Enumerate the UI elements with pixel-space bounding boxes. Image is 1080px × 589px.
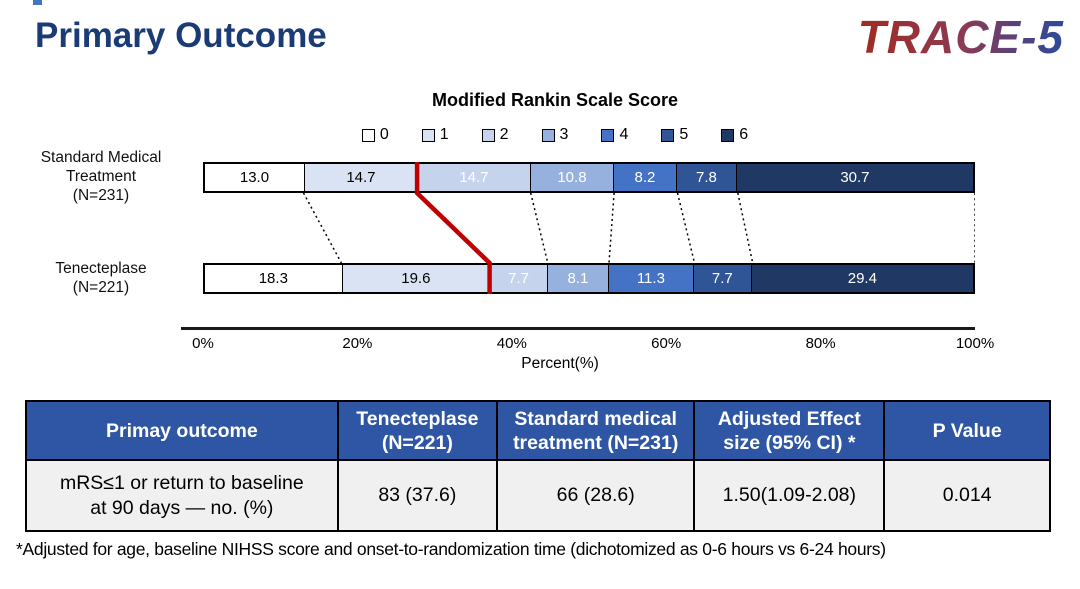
table-cell: 66 (28.6) <box>496 461 694 530</box>
legend-label: 4 <box>619 126 629 143</box>
bar-segment-mrs5: 7.7 <box>693 265 752 292</box>
legend-swatch-icon <box>421 128 435 142</box>
legend-label: 2 <box>499 126 509 143</box>
x-axis-title: Percent(%) <box>521 355 599 372</box>
legend-label: 1 <box>439 126 449 143</box>
bar-segment-mrs2: 7.7 <box>490 265 548 292</box>
table-cell: 83 (37.6) <box>336 461 497 530</box>
table-header-cell: Adjusted Effect size (95% CI) * <box>693 402 884 459</box>
legend-swatch-icon <box>481 128 495 142</box>
x-tick-label: 20% <box>342 335 373 352</box>
bar-segment-mrs1: 19.6 <box>342 265 491 292</box>
page-title: Primary Outcome <box>35 16 327 55</box>
legend-item: 1 <box>421 126 449 144</box>
table-body-row: mRS≤1 or return to baseline at 90 days —… <box>27 459 1049 530</box>
chart-title: Modified Rankin Scale Score <box>431 90 679 110</box>
outcome-table: Primay outcome Tenecteplase (N=221) Standa… <box>25 400 1051 532</box>
x-tick-label: 0% <box>192 335 214 352</box>
chart-legend: 0 1 2 3 4 5 6 <box>30 126 1080 144</box>
bar-row-label: Standard Medical Treatment (N=231) <box>40 149 162 204</box>
bar-segment-mrs4: 11.3 <box>608 265 694 292</box>
stacked-bar: 18.3 19.6 7.7 8.1 11.3 7.7 29.4 <box>203 263 975 294</box>
bar-segment-mrs5: 7.8 <box>676 164 737 191</box>
top-accent-mark <box>33 0 42 5</box>
legend-label: 6 <box>739 126 749 143</box>
legend-item: 5 <box>661 126 688 144</box>
bar-segment-mrs3: 10.8 <box>530 164 614 191</box>
table-header-cell: P Value <box>883 402 1049 459</box>
table-header-cell: Tenecteplase (N=221) <box>336 402 497 459</box>
bar-segment-mrs0: 18.3 <box>205 265 343 292</box>
table-header-cell: Primay outcome <box>27 402 337 459</box>
bar-segment-mrs6: 30.7 <box>736 164 973 191</box>
legend-label: 5 <box>679 126 689 143</box>
bar-segment-mrs4: 8.2 <box>613 164 677 191</box>
table-header-cell: Standard medical treatment (N=231) <box>496 402 694 459</box>
x-tick-label: 100% <box>955 335 995 352</box>
table-cell: mRS≤1 or return to baseline at 90 days —… <box>27 461 337 530</box>
table-cell: 1.50(1.09-2.08) <box>693 461 884 530</box>
bar-segment-mrs2: 14.7 <box>417 164 531 191</box>
legend-swatch-icon <box>361 128 375 142</box>
legend-swatch-icon <box>721 128 735 142</box>
legend-item: 4 <box>601 126 628 144</box>
legend-label: 3 <box>559 126 569 143</box>
legend-item: 3 <box>541 126 569 144</box>
x-tick-label: 80% <box>805 335 836 352</box>
legend-swatch-icon <box>661 128 675 142</box>
table-header-row: Primay outcome Tenecteplase (N=221) Standa… <box>27 402 1049 459</box>
x-tick-label: 40% <box>496 335 527 352</box>
bar-segment-mrs1: 14.7 <box>304 164 418 191</box>
legend-item: 6 <box>721 126 748 144</box>
bar-segment-mrs6: 29.4 <box>751 265 973 292</box>
legend-swatch-icon <box>541 128 555 142</box>
legend-item: 2 <box>481 126 509 144</box>
bar-segment-mrs0: 13.0 <box>205 164 305 191</box>
legend-item: 0 <box>361 126 389 144</box>
legend-swatch-icon <box>601 128 615 142</box>
x-axis-line <box>181 327 975 330</box>
bar-segment-mrs3: 8.1 <box>547 265 609 292</box>
trace5-logo: TRACE-5 <box>857 11 1064 63</box>
legend-label: 0 <box>379 126 389 143</box>
bar-row-label: Tenecteplase (N=221) <box>55 259 147 296</box>
table-cell: 0.014 <box>883 461 1049 530</box>
x-tick-label: 60% <box>651 335 682 352</box>
stacked-bar: 13.0 14.7 14.7 10.8 8.2 7.8 30.7 <box>203 162 975 193</box>
footnote: *Adjusted for age, baseline NIHSS score … <box>16 539 886 559</box>
